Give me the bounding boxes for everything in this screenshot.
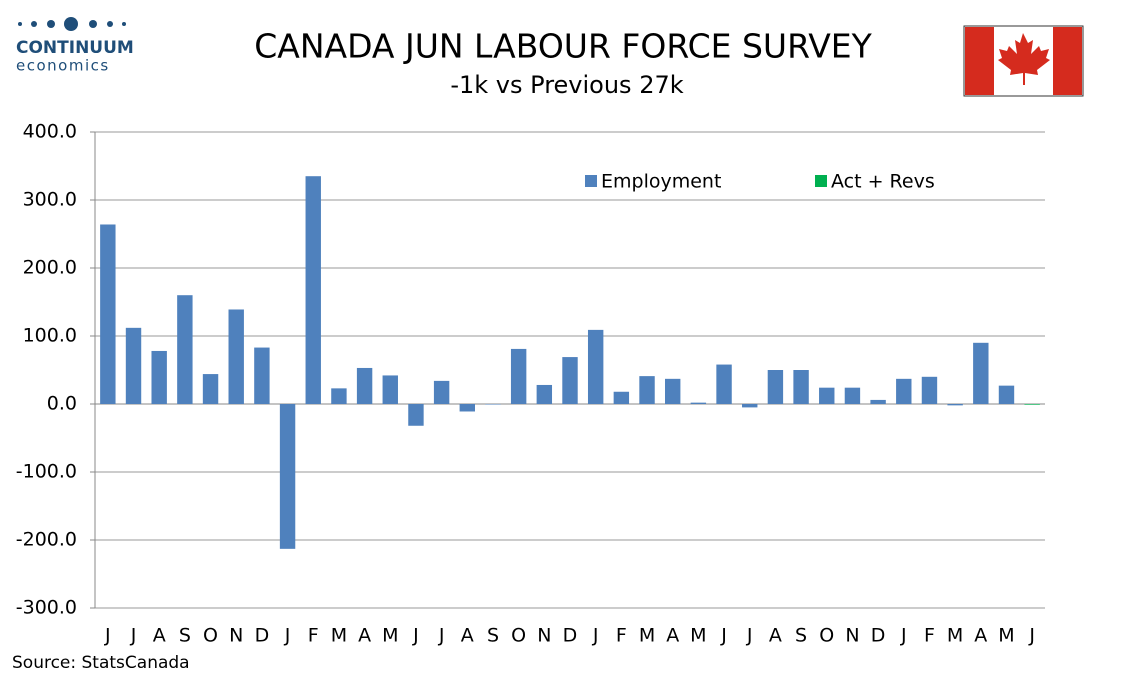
x-tick-label: D	[255, 625, 270, 647]
x-tick-label: F	[308, 625, 319, 647]
y-tick-label: 0.0	[47, 393, 77, 415]
brand-tagline: economics	[16, 57, 110, 75]
x-tick-label: N	[537, 625, 551, 647]
y-tick-label: -300.0	[16, 597, 77, 619]
x-tick-label: N	[229, 625, 243, 647]
bar	[254, 347, 270, 404]
x-tick-label: A	[461, 625, 474, 647]
x-tick-label: J	[746, 625, 753, 647]
bar	[459, 404, 475, 412]
bar	[921, 376, 938, 404]
bar	[202, 374, 219, 404]
bar	[665, 378, 681, 404]
bar	[690, 402, 707, 404]
x-tick-label: J	[720, 625, 727, 647]
bar	[331, 388, 347, 404]
chart-title: CANADA JUN LABOUR FORCE SURVEY	[254, 27, 872, 66]
x-tick-label: D	[563, 625, 578, 647]
x-tick-label: J	[1028, 625, 1035, 647]
x-tick-label: O	[819, 625, 834, 647]
bar	[100, 224, 116, 404]
y-tick-label: 300.0	[23, 189, 77, 211]
bar	[793, 370, 809, 404]
bar	[536, 384, 553, 404]
bar	[587, 329, 604, 404]
x-tick-label: O	[511, 625, 526, 647]
x-tick-label: M	[382, 625, 398, 647]
x-tick-label: A	[358, 625, 371, 647]
bar	[639, 376, 655, 404]
y-tick-label: 200.0	[23, 257, 77, 279]
logo-dots	[18, 17, 126, 31]
bar	[1024, 404, 1040, 405]
bar	[125, 327, 142, 404]
x-tick-label: J	[592, 625, 599, 647]
bar	[177, 295, 193, 404]
x-tick-label: D	[871, 625, 886, 647]
bar	[228, 309, 244, 404]
legend-swatch	[815, 175, 827, 187]
legend-label: Employment	[601, 171, 721, 193]
bar	[844, 387, 861, 404]
x-tick-label: J	[284, 625, 291, 647]
y-tick-label: 100.0	[23, 325, 77, 347]
bar	[433, 380, 450, 404]
x-tick-label: O	[203, 625, 218, 647]
bar	[819, 387, 835, 404]
bar	[998, 385, 1015, 404]
x-tick-label: J	[104, 625, 111, 647]
chart-subtitle: -1k vs Previous 27k	[450, 71, 683, 99]
x-tick-label: M	[639, 625, 655, 647]
x-tick-label: F	[924, 625, 935, 647]
y-tick-label: 400.0	[23, 121, 77, 143]
x-tick-label: S	[179, 625, 191, 647]
x-tick-label: S	[795, 625, 807, 647]
source-note: Source: StatsCanada	[12, 653, 190, 673]
x-tick-label: M	[998, 625, 1014, 647]
x-tick-label: J	[438, 625, 445, 647]
bar	[767, 370, 784, 404]
bar	[408, 404, 424, 426]
bar	[613, 391, 630, 404]
x-tick-label: M	[690, 625, 706, 647]
brand-name: CONTINUUM	[16, 38, 134, 58]
bar	[562, 357, 578, 404]
x-tick-label: A	[153, 625, 166, 647]
x-tick-label: N	[845, 625, 859, 647]
x-tick-label: A	[769, 625, 782, 647]
x-tick-label: A	[666, 625, 679, 647]
bar	[973, 342, 989, 404]
x-tick-label: M	[331, 625, 347, 647]
bar	[716, 364, 732, 404]
y-tick-label: -200.0	[16, 529, 77, 551]
bar	[382, 375, 398, 404]
x-tick-label: F	[616, 625, 627, 647]
x-tick-label: J	[130, 625, 137, 647]
bar	[356, 367, 373, 404]
flag	[963, 25, 1084, 97]
legend-swatch	[585, 175, 597, 187]
bar	[742, 404, 758, 408]
bar	[151, 350, 167, 404]
legend-label: Act + Revs	[831, 171, 935, 193]
x-tick-label: S	[487, 625, 499, 647]
bar	[870, 399, 886, 404]
x-tick-label: A	[974, 625, 987, 647]
x-tick-label: J	[412, 625, 419, 647]
bar	[896, 378, 912, 404]
bar	[305, 176, 321, 404]
x-tick-label: J	[900, 625, 907, 647]
bar	[510, 348, 527, 404]
bar	[485, 404, 501, 405]
bar	[279, 404, 296, 549]
bar	[947, 404, 963, 406]
y-tick-label: -100.0	[16, 461, 77, 483]
x-tick-label: M	[947, 625, 963, 647]
